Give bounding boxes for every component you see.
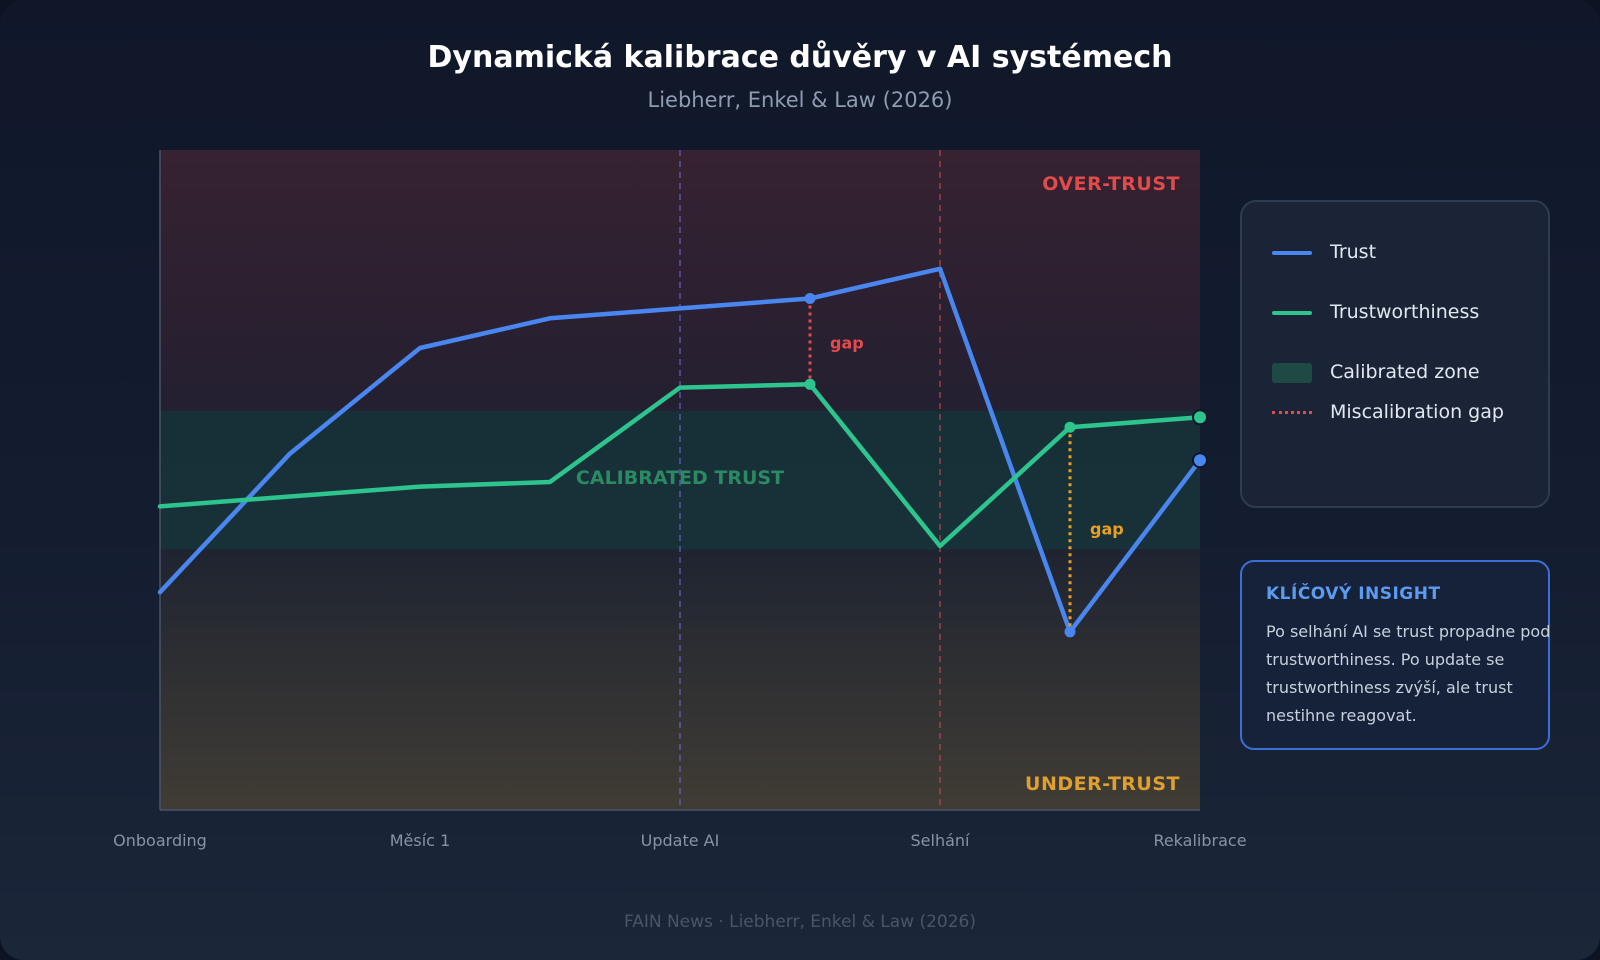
zone-label-under-trust: UNDER-TRUST xyxy=(1025,773,1180,795)
point-trust xyxy=(1192,452,1208,469)
gap-label-1: gap xyxy=(830,334,864,353)
x-tick-label: Update AI xyxy=(641,831,720,850)
legend-swatch-trustworthiness xyxy=(1272,311,1312,315)
insight-box: KLÍČOVÝ INSIGHT Po selhání AI se trust p… xyxy=(1240,560,1550,750)
chart-subtitle: Liebherr, Enkel & Law (2026) xyxy=(647,88,953,112)
point-trustworthiness xyxy=(804,378,816,390)
legend-swatch-miscalibration-gap xyxy=(1272,411,1312,414)
zone-over-trust xyxy=(160,150,1200,411)
chart-title: Dynamická kalibrace důvěry v AI systémec… xyxy=(427,40,1173,75)
legend-item-trustworthiness: Trustworthiness xyxy=(1270,298,1540,328)
legend-label-trust: Trust xyxy=(1330,241,1377,263)
x-tick-label: Onboarding xyxy=(113,831,207,850)
legend-label-calibrated-zone: Calibrated zone xyxy=(1330,361,1480,383)
zone-label-calibrated-trust: CALIBRATED TRUST xyxy=(576,467,784,489)
gap-label-2: gap xyxy=(1090,520,1124,539)
x-tick-label: Rekalibrace xyxy=(1153,831,1246,850)
legend-item-calibrated-zone: Calibrated zone xyxy=(1270,358,1540,388)
point-trustworthiness xyxy=(1192,409,1208,426)
legend: Trust Trustworthiness Calibrated zone Mi… xyxy=(1240,200,1550,508)
insight-text: Po selhání AI se trust propadne pod trus… xyxy=(1266,622,1551,725)
point-trustworthiness xyxy=(1064,421,1076,433)
zone-label-over-trust: OVER-TRUST xyxy=(1042,173,1180,195)
legend-item-trust: Trust xyxy=(1270,238,1540,268)
legend-swatch-trust xyxy=(1272,251,1312,255)
footer-credit: FAIN News · Liebherr, Enkel & Law (2026) xyxy=(623,912,977,932)
legend-label-miscalibration-gap: Miscalibration gap xyxy=(1330,401,1504,423)
legend-swatch-calibrated-zone xyxy=(1272,363,1312,383)
series-line-trustworthiness xyxy=(157,382,1203,549)
x-tick-label: Selhání xyxy=(911,831,971,850)
legend-label-trustworthiness: Trustworthiness xyxy=(1330,301,1480,323)
point-trust xyxy=(1064,626,1076,638)
series-line-trust xyxy=(157,266,1203,635)
insight-title: KLÍČOVÝ INSIGHT xyxy=(1266,584,1441,604)
x-tick-label: Měsíc 1 xyxy=(390,831,451,850)
point-trust xyxy=(804,293,816,304)
legend-item-miscalibration-gap: Miscalibration gap xyxy=(1270,398,1540,428)
